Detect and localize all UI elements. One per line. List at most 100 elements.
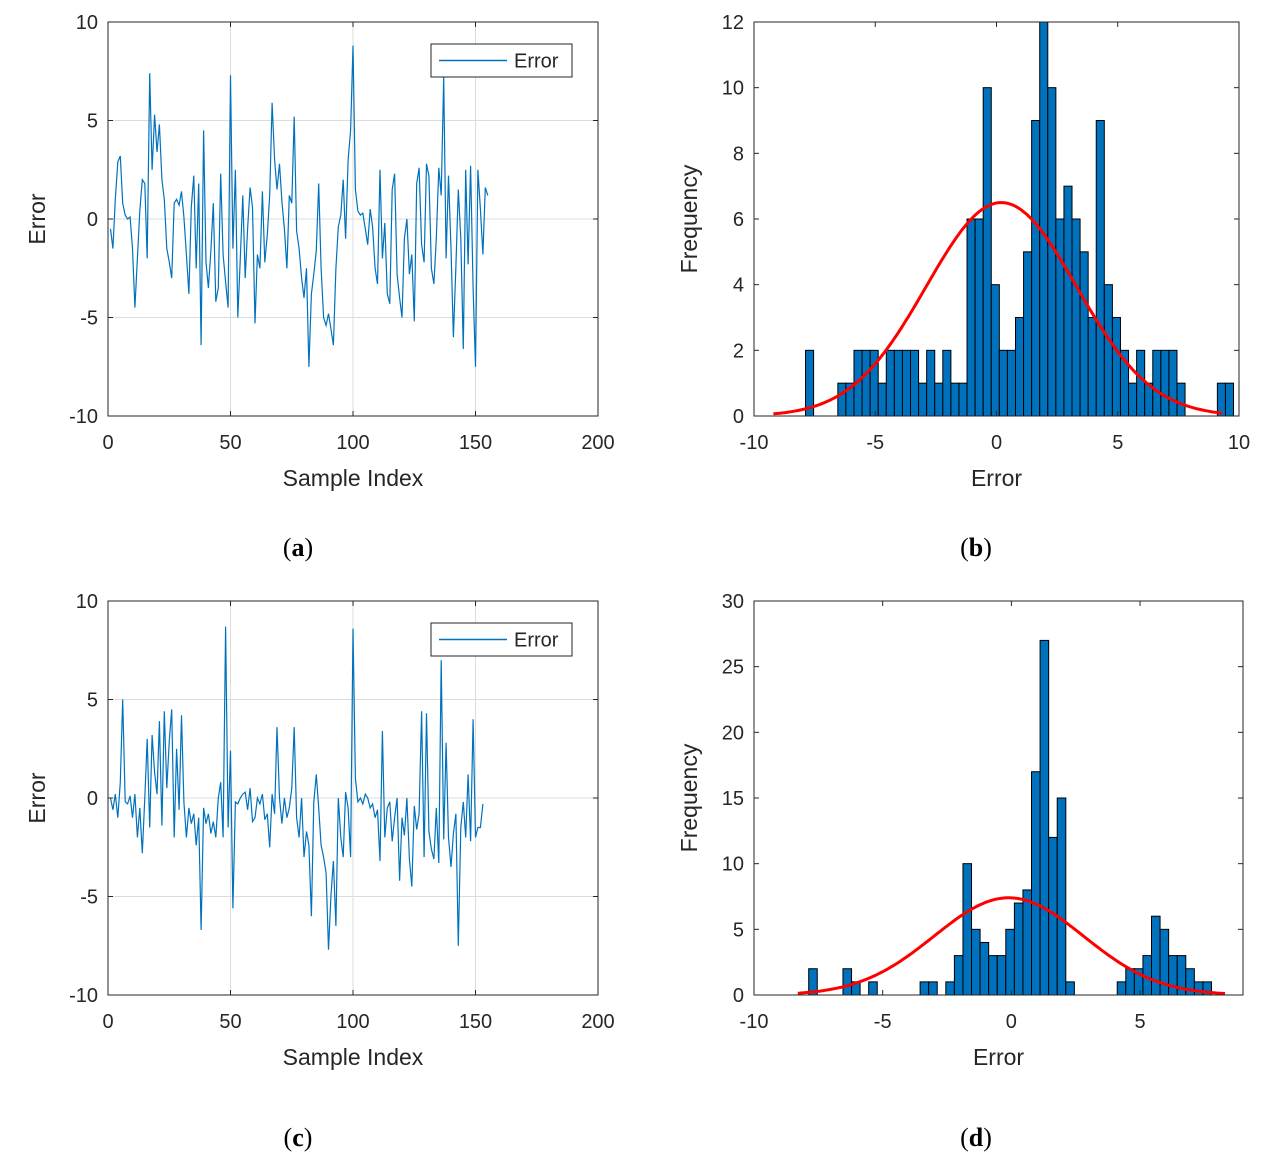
histogram-bar — [982, 87, 992, 417]
y-tick-label: 5 — [87, 690, 98, 712]
histogram-bar — [1039, 21, 1049, 417]
histogram-bar — [998, 349, 1008, 417]
x-tick-label: 100 — [336, 1011, 369, 1033]
histogram-bar — [1103, 284, 1113, 417]
histogram-bar — [893, 349, 903, 417]
histogram-bar — [958, 382, 968, 417]
histogram-bar — [1023, 251, 1033, 417]
x-tick-label: 50 — [219, 432, 241, 454]
y-tick-label: 25 — [722, 657, 744, 679]
histogram-bar — [885, 349, 895, 417]
legend-label: Error — [514, 630, 559, 652]
histogram-bar — [1116, 981, 1127, 996]
histogram-bar — [1160, 349, 1170, 417]
chart-c: 0 50 100 150 200 -10 -5 0 5 10 Sample Index Error Er… — [24, 591, 615, 1070]
histogram-bar — [1111, 317, 1121, 417]
y-tick-label: -5 — [80, 887, 98, 909]
histogram-bar — [926, 349, 936, 417]
histogram-bar — [1065, 981, 1075, 996]
histogram-bar — [1224, 382, 1235, 417]
histogram-bar — [942, 349, 952, 417]
y-tick-label: 10 — [76, 591, 98, 613]
y-tick-label: 20 — [722, 722, 744, 744]
y-tick-label: 5 — [87, 111, 98, 133]
histogram-bar — [1005, 928, 1015, 996]
y-tick-label: 0 — [733, 985, 744, 1007]
y-tick-label: 15 — [722, 788, 744, 810]
histogram-bar — [966, 218, 976, 417]
histogram-bar — [990, 284, 1000, 417]
histogram-bar — [1152, 349, 1162, 417]
chart-d: -10 -5 0 5 0 5 10 15 20 25 30 Error Frequency — [676, 591, 1244, 1070]
y-axis-label: Error — [24, 772, 50, 823]
y-tick-label: 12 — [722, 12, 744, 34]
legend-label: Error — [514, 51, 559, 73]
histogram-bar — [1031, 120, 1041, 417]
x-tick-label: 0 — [1006, 1011, 1017, 1033]
chart-b: -10 -5 0 5 10 0 2 4 6 8 10 12 Error Frequency — [676, 12, 1250, 491]
y-axis-label: Error — [24, 193, 50, 244]
y-tick-label: 4 — [733, 275, 744, 297]
y-tick-label: 8 — [733, 143, 744, 165]
histogram-bar — [950, 382, 960, 417]
plot-area — [754, 601, 1243, 995]
y-tick-label: -10 — [69, 406, 98, 428]
histogram-bar — [1006, 349, 1016, 417]
y-tick-label: 0 — [87, 788, 98, 810]
histogram-bar — [919, 981, 930, 996]
x-tick-label: 5 — [1134, 1011, 1145, 1033]
y-tick-label: -10 — [69, 985, 98, 1007]
histogram-bar — [1013, 902, 1024, 996]
histogram-bar — [1022, 889, 1033, 996]
histogram-bar — [928, 981, 938, 996]
y-tick-label: 0 — [733, 406, 744, 428]
x-tick-label: 200 — [581, 432, 614, 454]
histogram-bar — [1031, 771, 1041, 996]
histogram-bar — [1168, 955, 1178, 996]
x-tick-label: -10 — [740, 1011, 769, 1033]
histogram-bar — [868, 981, 878, 996]
y-tick-label: 10 — [76, 12, 98, 34]
caption-a: (a) — [282, 533, 314, 562]
histogram-bar — [901, 349, 912, 417]
x-tick-label: 10 — [1228, 432, 1250, 454]
histogram-bar — [1056, 797, 1067, 996]
histogram-bar — [918, 382, 928, 417]
error-series-line — [109, 45, 489, 367]
histogram-bar — [971, 928, 981, 996]
x-axis-label: Sample Index — [283, 1044, 424, 1070]
x-tick-label: 200 — [581, 1011, 614, 1033]
histogram-bar — [1014, 317, 1025, 417]
caption-d: (d) — [960, 1123, 992, 1152]
y-tick-label: 10 — [722, 854, 744, 876]
x-tick-label: 0 — [991, 432, 1002, 454]
error-series-line — [109, 626, 484, 950]
histogram-bar — [1176, 382, 1186, 417]
histogram-bar — [1128, 382, 1138, 417]
x-tick-label: -5 — [866, 432, 884, 454]
y-tick-label: 2 — [733, 340, 744, 362]
x-tick-label: -10 — [740, 432, 769, 454]
histogram-bar — [877, 382, 887, 417]
histogram-bar — [1063, 185, 1073, 417]
histogram-bar — [842, 968, 853, 996]
x-axis-label: Sample Index — [283, 465, 424, 491]
histogram-bar — [953, 955, 964, 996]
y-tick-label: 5 — [733, 919, 744, 941]
x-tick-label: 150 — [459, 1011, 492, 1033]
normal-fit-curve — [797, 896, 1226, 995]
y-tick-label: 6 — [733, 209, 744, 231]
y-tick-label: 30 — [722, 591, 744, 613]
histogram-bar — [945, 981, 955, 996]
caption-b: (b) — [960, 533, 992, 562]
x-tick-label: 50 — [219, 1011, 241, 1033]
y-axis-label: Frequency — [676, 743, 702, 852]
histogram-bar — [1136, 349, 1146, 417]
x-tick-label: -5 — [874, 1011, 892, 1033]
histogram-bar — [861, 349, 871, 417]
y-tick-label: 10 — [722, 78, 744, 100]
y-axis-label: Frequency — [676, 164, 702, 273]
histogram-bar — [1055, 218, 1065, 417]
histogram-bar — [962, 863, 973, 996]
